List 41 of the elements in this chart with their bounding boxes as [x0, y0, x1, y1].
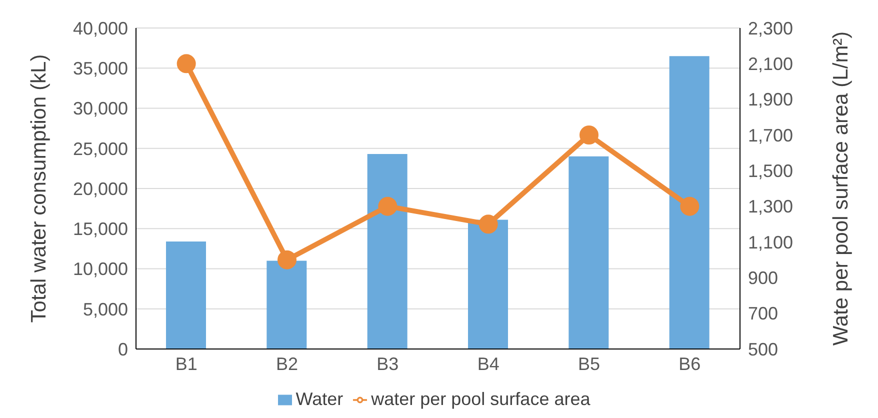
y-axis-title: Total water consumption (kL) — [27, 54, 50, 323]
bar — [266, 260, 307, 349]
point — [378, 196, 398, 216]
y-tick-label: 0 — [118, 339, 128, 360]
y2-tick-label: 900 — [748, 268, 778, 288]
y-tick-label: 25,000 — [72, 138, 128, 159]
x-tick-label: B2 — [276, 354, 298, 374]
y2-tick-label: 2,300 — [748, 18, 794, 38]
point — [680, 196, 700, 216]
y-tick-label: 30,000 — [72, 98, 128, 119]
y2-tick-label: 1,900 — [748, 90, 794, 110]
y-tick-label: 5,000 — [82, 299, 128, 320]
y2-tick-label: 1,700 — [748, 125, 794, 146]
y-tick-label: 15,000 — [72, 219, 128, 240]
bar — [367, 154, 408, 349]
bar — [568, 156, 609, 349]
bar — [468, 220, 508, 349]
y2-axis-title: Wate per pool surface area (L/m²) — [829, 31, 852, 346]
bar — [166, 241, 206, 349]
y2-tick-label: 500 — [748, 339, 778, 360]
y2-tick-label: 2,100 — [748, 54, 794, 74]
bar — [669, 56, 710, 349]
y-tick-label: 20,000 — [72, 178, 128, 199]
point — [580, 126, 598, 144]
legend-label: Water — [296, 389, 344, 409]
y-tick-label: 40,000 — [72, 18, 128, 38]
x-tick-label: B4 — [477, 354, 500, 374]
y-tick-label: 10,000 — [72, 259, 128, 280]
x-tick-label: B3 — [376, 354, 399, 374]
point — [176, 54, 196, 74]
legend-label: water per pool surface area — [371, 389, 590, 409]
y-tick-label: 35,000 — [72, 58, 128, 79]
point — [478, 214, 498, 234]
y2-tick-label: 1,100 — [748, 232, 794, 252]
x-tick-label: B6 — [678, 354, 701, 374]
y2-tick-label: 1,300 — [748, 196, 794, 217]
y2-tick-label: 1,500 — [748, 161, 794, 182]
x-tick-label: B5 — [578, 354, 600, 374]
x-tick-label: B1 — [175, 354, 198, 374]
y2-tick-label: 700 — [748, 304, 778, 324]
point — [278, 250, 296, 270]
